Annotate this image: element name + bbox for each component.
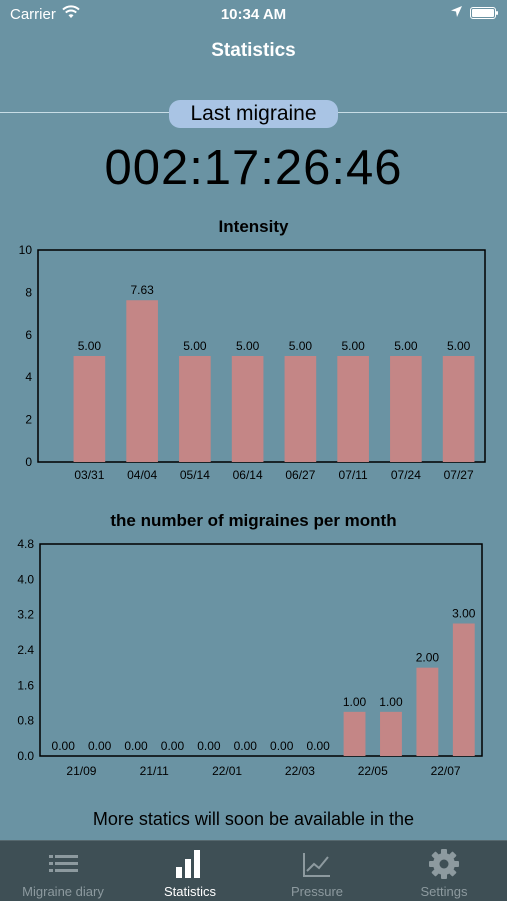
- data-label: 5.00: [447, 339, 471, 353]
- x-tick-label: 06/27: [285, 468, 315, 482]
- tab-label: Migraine diary: [22, 884, 104, 899]
- bar: [380, 711, 402, 756]
- bar: [442, 356, 475, 462]
- x-tick-label: 22/07: [431, 764, 461, 778]
- data-label: 0.00: [197, 739, 221, 753]
- list-icon: [0, 849, 126, 879]
- data-label: 0.00: [270, 739, 294, 753]
- clock: 10:34 AM: [220, 6, 287, 23]
- x-tick-label: 22/05: [358, 764, 388, 778]
- y-tick-label: 0.8: [17, 714, 34, 728]
- x-tick-label: 21/09: [66, 764, 96, 778]
- status-bar: Carrier 10:34 AM: [0, 0, 507, 28]
- y-tick-label: 4.0: [17, 572, 34, 586]
- x-tick-label: 05/14: [180, 468, 210, 482]
- data-label: 5.00: [183, 339, 207, 353]
- last-migraine-badge: Last migraine: [169, 100, 338, 128]
- tab-bar: Migraine diary Statistics Pressure: [0, 840, 507, 901]
- bar: [284, 356, 317, 462]
- y-tick-label: 4.8: [17, 537, 34, 551]
- data-label: 7.63: [130, 283, 154, 297]
- bar: [126, 300, 158, 462]
- wifi-icon: [62, 5, 80, 23]
- tab-label: Pressure: [290, 884, 344, 899]
- y-tick-label: 6: [25, 328, 32, 342]
- bar: [452, 623, 475, 756]
- data-label: 0.00: [88, 739, 112, 753]
- data-label: 0.00: [234, 739, 258, 753]
- data-label: 2.00: [416, 651, 440, 665]
- y-tick-label: 4: [25, 370, 32, 384]
- location-arrow-icon: [450, 5, 463, 22]
- bar: [73, 356, 106, 462]
- bar: [416, 667, 439, 756]
- x-tick-label: 03/31: [74, 468, 104, 482]
- y-tick-label: 8: [25, 285, 32, 299]
- x-tick-label: 06/14: [233, 468, 263, 482]
- x-tick-label: 07/27: [444, 468, 474, 482]
- monthly-migraines-chart: 0.0 0.8 1.6 2.4 3.2 4.0 4.8 0.00 0.00 0.00 0.00 0.0…: [17, 537, 483, 778]
- y-tick-label: 0.0: [17, 749, 34, 763]
- carrier-label: Carrier: [10, 6, 56, 23]
- y-tick-label: 0: [25, 455, 32, 469]
- data-label: 5.00: [236, 339, 260, 353]
- bar: [337, 356, 369, 462]
- gear-icon: [381, 849, 507, 879]
- data-label: 5.00: [78, 339, 102, 353]
- data-label: 0.00: [124, 739, 148, 753]
- data-label: 1.00: [379, 695, 403, 709]
- x-tick-label: 22/03: [285, 764, 315, 778]
- more-stats-note: More statics will soon be available in t…: [0, 805, 507, 833]
- bar: [390, 356, 422, 462]
- data-label: 0.00: [306, 739, 330, 753]
- intensity-chart-title: Intensity: [218, 217, 289, 236]
- bar: [231, 356, 264, 462]
- y-tick-label: 1.6: [17, 678, 34, 692]
- bar-chart-icon: [127, 849, 253, 879]
- x-tick-label: 22/01: [212, 764, 242, 778]
- bar: [179, 356, 211, 462]
- tab-statistics[interactable]: Statistics: [127, 841, 253, 901]
- more-stats-note-line: More statics will soon be available in t…: [92, 809, 415, 829]
- tab-label: Settings: [420, 884, 468, 899]
- bar: [343, 711, 366, 756]
- data-label: 5.00: [341, 339, 365, 353]
- data-label: 3.00: [452, 607, 476, 621]
- last-migraine-counter: 002:17:26:46: [104, 141, 403, 195]
- tab-label: Statistics: [163, 884, 216, 899]
- data-label: 5.00: [394, 339, 418, 353]
- line-chart-icon: [254, 849, 380, 879]
- battery-icon: [470, 7, 498, 19]
- data-label: 0.00: [52, 739, 76, 753]
- x-tick-label: 21/11: [140, 764, 169, 778]
- y-tick-label: 3.2: [17, 608, 34, 622]
- tab-migraine-diary[interactable]: Migraine diary: [0, 841, 126, 901]
- plot-frame: [39, 543, 483, 757]
- y-tick-label: 2.4: [17, 643, 34, 657]
- data-label: 0.00: [161, 739, 185, 753]
- x-tick-label: 04/04: [127, 468, 157, 482]
- y-tick-label: 2: [25, 413, 32, 427]
- data-label: 1.00: [343, 695, 367, 709]
- intensity-chart: 0 2 4 6 8 10 5.00 03/31 7.63 04/04 5.00 05/14 5.00 06…: [19, 243, 486, 482]
- tab-settings[interactable]: Settings: [381, 841, 507, 901]
- x-tick-label: 07/24: [391, 468, 421, 482]
- x-tick-label: 07/11: [339, 468, 368, 482]
- data-label: 5.00: [289, 339, 313, 353]
- monthly-chart-title: the number of migraines per month: [110, 511, 397, 530]
- tab-pressure[interactable]: Pressure: [254, 841, 380, 901]
- page-title: Statistics: [211, 40, 296, 61]
- y-tick-label: 10: [19, 243, 33, 257]
